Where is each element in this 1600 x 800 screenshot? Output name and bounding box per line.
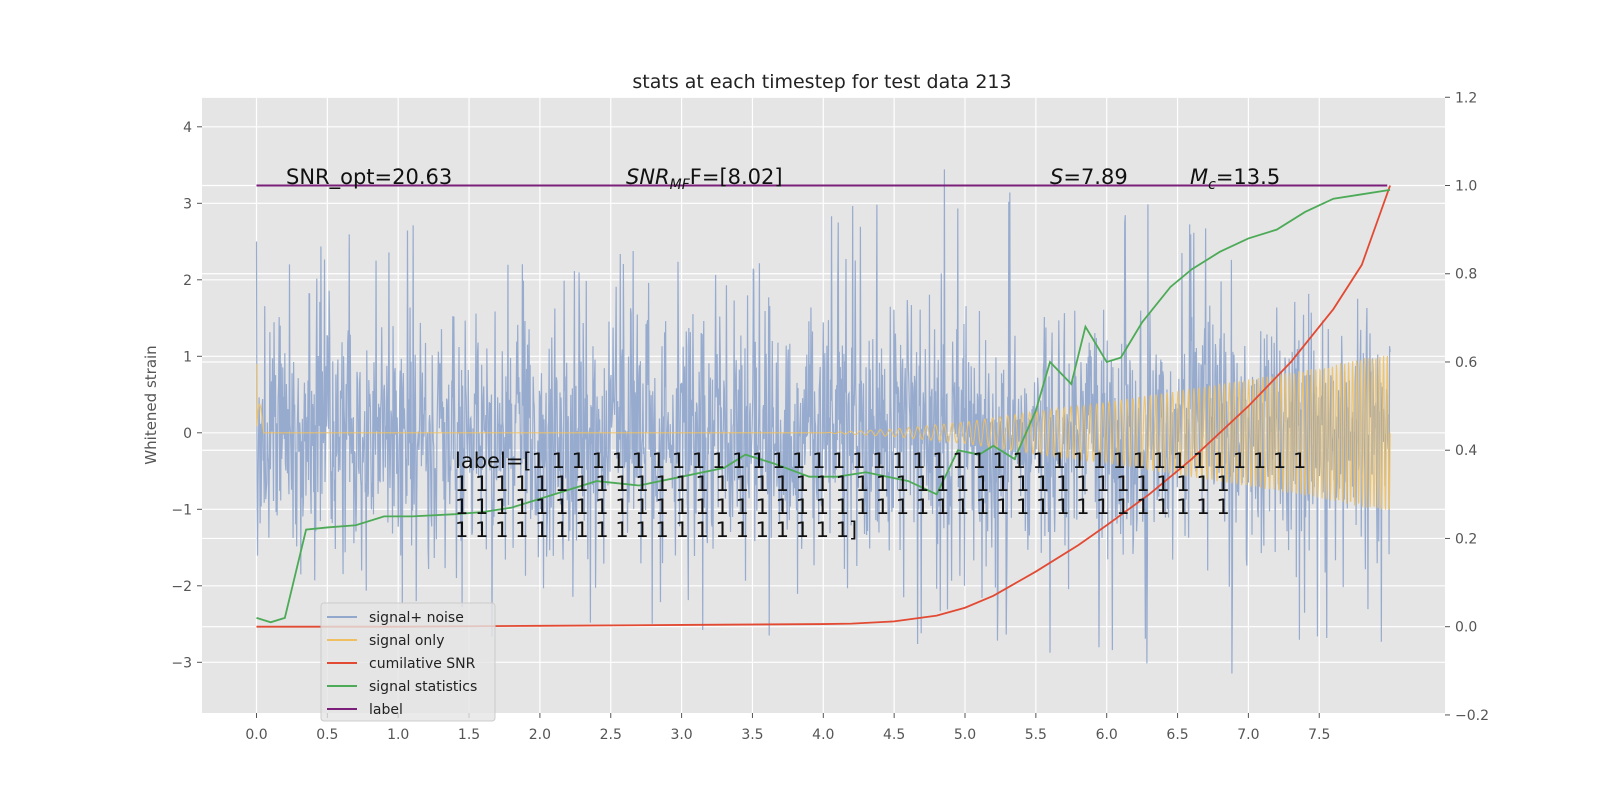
signal-statistics-line [256, 189, 1391, 624]
legend-entry: cumilative SNR [369, 656, 476, 672]
legend-entry: signal statistics [369, 679, 477, 695]
x-tick-label: 6.5 [1166, 727, 1188, 743]
x-tick-label: 7.0 [1237, 727, 1259, 743]
signal-noise-series [255, 169, 1391, 674]
y-right-tick-label: 0.8 [1455, 267, 1477, 283]
right-axis-series [256, 184, 1391, 628]
x-tick-label: 0.0 [245, 727, 267, 743]
label-annotation-line: label=[1 1 1 1 1 1 1 1 1 1 1 1 1 1 1 1 1… [455, 449, 1306, 473]
x-axis-ticks: 0.0 0.5 1.0 1.5 2.0 2.5 3.0 3.5 4.0 4.5 5.0 5.5 6.0 6… [245, 713, 1330, 743]
y-left-tick-label: −2 [171, 579, 192, 595]
signal-only-line [255, 355, 1391, 510]
x-tick-label: 1.0 [387, 727, 409, 743]
legend-entry: signal+ noise [369, 610, 464, 626]
x-tick-label: 3.5 [741, 727, 763, 743]
y-left-tick-label: −1 [171, 502, 192, 518]
y-right-tick-label: 0.0 [1455, 620, 1477, 636]
x-tick-label: 3.0 [670, 727, 692, 743]
x-tick-label: 5.5 [1025, 727, 1047, 743]
y-right-tick-label: 0.4 [1455, 443, 1477, 459]
cumulative-snr-line [256, 185, 1391, 628]
legend-entry: signal only [369, 633, 444, 649]
x-tick-label: 0.5 [316, 727, 338, 743]
x-tick-label: 5.0 [954, 727, 976, 743]
label-annotation-line: 1 1 1 1 1 1 1 1 1 1 1 1 1 1 1 1 1 1 1 1] [455, 518, 857, 542]
y-left-tick-label: 2 [183, 273, 192, 289]
x-tick-label: 2.0 [529, 727, 551, 743]
y-left-axis-ticks: −3 −2 −1 0 1 2 3 4 [171, 120, 202, 671]
label-annotation: label=[1 1 1 1 1 1 1 1 1 1 1 1 1 1 1 1 1… [455, 449, 1306, 542]
s-annotation: S=7.89 [1050, 165, 1128, 189]
signal-noise-line [255, 169, 1391, 674]
y-right-tick-label: 0.6 [1455, 355, 1477, 371]
y-left-tick-label: 0 [183, 426, 192, 442]
y-left-tick-label: 3 [183, 196, 192, 212]
snr-opt-annotation: SNR_opt=20.63 [286, 165, 452, 190]
x-tick-label: 7.5 [1308, 727, 1330, 743]
x-tick-label: 4.0 [812, 727, 834, 743]
legend-box [320, 602, 496, 722]
y-right-tick-label: 1.2 [1455, 90, 1477, 106]
legend: signal+ noise signal only cumilative SNR si… [320, 602, 496, 722]
snr-mf-annotation: SNRMFF=[8.02] [626, 165, 783, 193]
legend-entry: label [369, 702, 403, 718]
x-tick-label: 2.5 [600, 727, 622, 743]
y-right-tick-label: 0.2 [1455, 531, 1477, 547]
label-annotation-line: 1 1 1 1 1 1 1 1 1 1 1 1 1 1 1 1 1 1 1 1 … [455, 495, 1230, 519]
mc-annotation: Mc=13.5 [1190, 165, 1280, 193]
signal-only-series [255, 355, 1391, 510]
x-tick-label: 1.5 [458, 727, 480, 743]
y-right-tick-label: 1.0 [1455, 179, 1477, 195]
x-tick-label: 6.0 [1096, 727, 1118, 743]
y-left-tick-label: 1 [183, 349, 192, 365]
y-right-axis-ticks: −0.2 0.0 0.2 0.4 0.6 0.8 1.0 1.2 [1445, 90, 1489, 724]
y-left-tick-label: −3 [171, 655, 192, 671]
chart-title: stats at each timestep for test data 213 [632, 71, 1011, 93]
y-left-tick-label: 4 [183, 120, 192, 136]
x-tick-label: 4.5 [883, 727, 905, 743]
y-right-tick-label: −0.2 [1455, 708, 1489, 724]
label-annotation-line: 1 1 1 1 1 1 1 1 1 1 1 1 1 1 1 1 1 1 1 1 … [455, 472, 1230, 496]
y-axis-label: Whitened strain [142, 345, 160, 464]
